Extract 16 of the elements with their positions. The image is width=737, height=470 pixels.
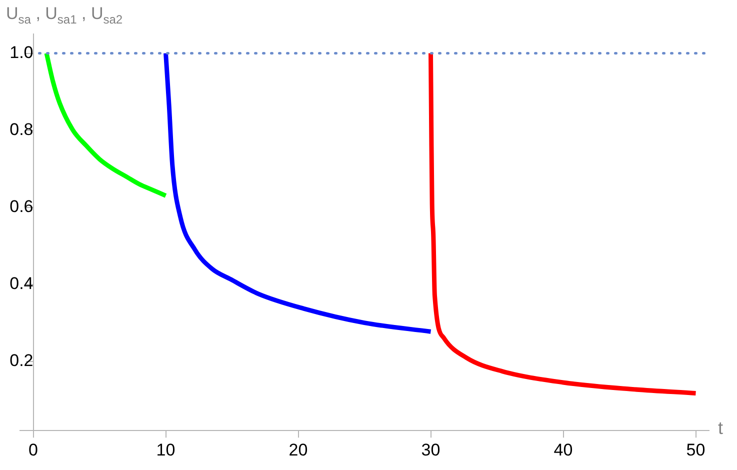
y-tick-label: 0.6 bbox=[10, 196, 34, 216]
line-series bbox=[44, 51, 168, 198]
x-tick-label: 50 bbox=[686, 440, 706, 460]
y-tick-label: 0.2 bbox=[10, 350, 34, 370]
y-axis-title: U$_{sa}$ , U$_{sa1}$ , U$_{sa2}$ bbox=[6, 4, 123, 26]
x-axis-title: t bbox=[718, 418, 724, 439]
line-series bbox=[164, 51, 433, 334]
x-tick-label: 40 bbox=[554, 440, 573, 460]
y-tick-label: 0.8 bbox=[10, 120, 34, 139]
y-tick-label: 1.0 bbox=[10, 42, 34, 62]
y-tick-label: 0.4 bbox=[10, 274, 34, 293]
x-tick-label: 10 bbox=[156, 440, 176, 460]
x-tick-label: 20 bbox=[288, 440, 308, 460]
line-series bbox=[428, 51, 698, 396]
x-tick-label: 30 bbox=[421, 440, 440, 460]
x-tick-label: 0 bbox=[28, 440, 38, 460]
